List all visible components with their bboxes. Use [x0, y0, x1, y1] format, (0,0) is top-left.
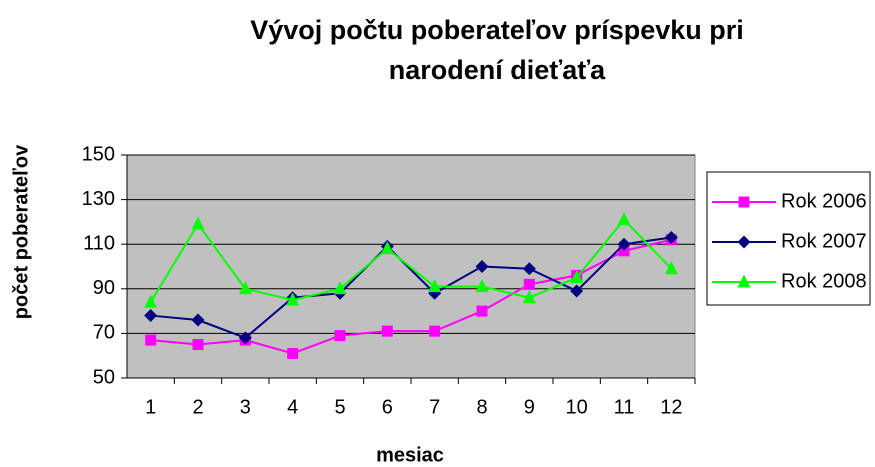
y-axis-label: počet poberateľov: [10, 144, 32, 319]
y-tick-label: 70: [93, 322, 115, 344]
data-point: [570, 270, 584, 284]
x-tick-label: 3: [240, 396, 251, 418]
x-tick-label: 7: [429, 396, 440, 418]
data-point: [286, 292, 300, 306]
data-point: [522, 262, 536, 276]
data-point: [145, 334, 157, 346]
legend-label: Rok 2006: [781, 190, 867, 212]
x-tick-label: 9: [524, 396, 535, 418]
data-point: [144, 309, 158, 323]
data-point: [428, 279, 442, 293]
x-tick-label: 6: [382, 396, 393, 418]
data-point: [238, 331, 252, 345]
series-line: [149, 218, 673, 303]
data-point: [191, 216, 205, 230]
data-point: [381, 325, 393, 337]
data-point: [664, 231, 678, 245]
x-tick-label: 8: [476, 396, 487, 418]
chart-title: Vývoj počtu poberateľov príspevku pri: [250, 15, 744, 45]
data-point: [618, 245, 630, 257]
data-point: [238, 281, 252, 295]
data-point: [475, 260, 489, 273]
legend-marker: [737, 274, 751, 288]
data-point: [475, 279, 489, 293]
data-point: [617, 212, 631, 226]
x-tick-label: 5: [334, 396, 345, 418]
data-point: [191, 313, 205, 327]
x-tick-label: 10: [566, 396, 588, 418]
data-point: [476, 305, 488, 317]
legend-marker: [738, 196, 750, 208]
data-point: [334, 330, 346, 342]
y-tick-label: 50: [93, 366, 115, 388]
data-point: [522, 290, 536, 304]
data-point: [664, 261, 678, 275]
data-point: [380, 241, 394, 255]
data-point: [287, 347, 299, 359]
series-line: [150, 238, 672, 355]
chart-title: narodení dieťaťa: [389, 55, 606, 85]
data-point: [523, 278, 535, 290]
y-tick-label: 110: [83, 232, 115, 254]
x-tick-label: 4: [287, 396, 298, 418]
data-point: [333, 281, 347, 295]
data-point: [570, 284, 584, 298]
x-tick-label: 11: [614, 396, 635, 418]
y-tick-label: 90: [93, 277, 115, 299]
data-point: [192, 339, 204, 351]
series-line: [150, 236, 672, 340]
x-tick-label: 2: [192, 396, 203, 418]
legend-marker: [737, 235, 751, 249]
legend-label: Rok 2007: [781, 230, 867, 252]
data-point: [144, 294, 158, 308]
data-point: [617, 237, 631, 251]
y-tick-label: 130: [82, 188, 115, 210]
x-axis-label: mesiac: [376, 444, 444, 466]
x-tick-label: 12: [660, 396, 682, 418]
legend-label: Rok 2008: [781, 270, 867, 292]
data-point: [429, 325, 441, 337]
x-tick-label: 1: [145, 396, 156, 418]
y-tick-label: 150: [82, 143, 115, 165]
